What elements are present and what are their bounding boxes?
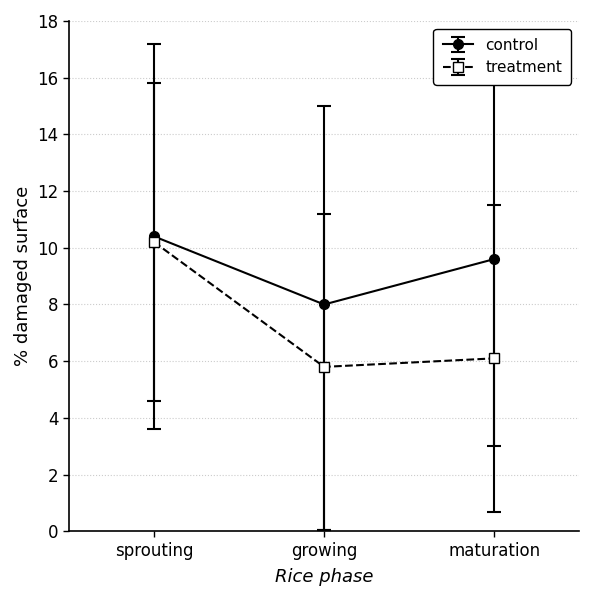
- X-axis label: Rice phase: Rice phase: [275, 568, 374, 586]
- Y-axis label: % damaged surface: % damaged surface: [14, 186, 32, 366]
- Legend: control, treatment: control, treatment: [433, 29, 572, 85]
